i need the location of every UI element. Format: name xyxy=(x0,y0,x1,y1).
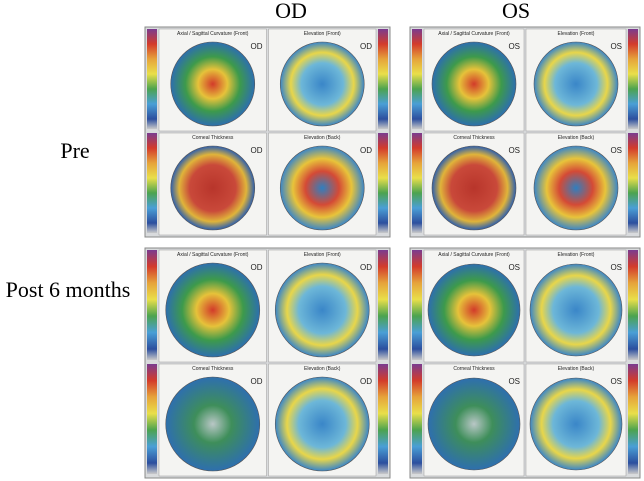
eye-label: OD xyxy=(360,377,372,386)
map-title: Elevation (Back) xyxy=(304,366,341,372)
map-title: Elevation (Front) xyxy=(558,31,595,37)
topography-map xyxy=(279,145,365,231)
eye-label: OD xyxy=(251,42,263,51)
color-scale xyxy=(412,250,422,360)
color-scale xyxy=(378,250,388,360)
color-scale xyxy=(628,364,638,474)
topography-map xyxy=(170,41,256,127)
eye-label: OD xyxy=(360,42,372,51)
map-title: Elevation (Front) xyxy=(304,31,341,37)
map-title: Corneal Thickness xyxy=(192,366,234,372)
map-title: Corneal Thickness xyxy=(453,366,495,372)
row-label: Post 6 months xyxy=(6,277,131,302)
map-title: Axial / Sagittal Curvature (Front) xyxy=(438,252,510,258)
color-scale xyxy=(147,364,157,474)
topography-map xyxy=(274,376,370,472)
map-title: Axial / Sagittal Curvature (Front) xyxy=(438,31,510,37)
topography-map xyxy=(427,263,521,357)
map-title: Elevation (Back) xyxy=(558,135,595,141)
eye-label: OS xyxy=(508,263,520,272)
map-title: Axial / Sagittal Curvature (Front) xyxy=(177,252,249,258)
eye-label: OS xyxy=(610,42,622,51)
topography-map xyxy=(279,41,365,127)
column-label: OD xyxy=(275,0,307,23)
topography-map xyxy=(431,41,517,127)
topography-map xyxy=(165,262,261,358)
color-scale xyxy=(412,133,422,233)
map-title: Elevation (Back) xyxy=(304,135,341,141)
color-scale xyxy=(147,250,157,360)
topography-map xyxy=(533,41,619,127)
topography-map xyxy=(529,263,623,357)
map-title: Corneal Thickness xyxy=(192,135,234,141)
topography-map xyxy=(529,377,623,471)
topography-map xyxy=(533,145,619,231)
map-title: Corneal Thickness xyxy=(453,135,495,141)
map-title: Elevation (Front) xyxy=(558,252,595,258)
map-title: Axial / Sagittal Curvature (Front) xyxy=(177,31,249,37)
eye-label: OD xyxy=(360,263,372,272)
eye-label: OS xyxy=(610,263,622,272)
topography-map xyxy=(431,145,517,231)
color-scale xyxy=(378,133,388,233)
topography-map xyxy=(274,262,370,358)
map-title: Elevation (Back) xyxy=(558,366,595,372)
color-scale xyxy=(147,133,157,233)
eye-label: OS xyxy=(508,377,520,386)
color-scale xyxy=(378,364,388,474)
color-scale xyxy=(412,364,422,474)
eye-label: OS xyxy=(610,377,622,386)
eye-label: OD xyxy=(251,146,263,155)
eye-label: OD xyxy=(360,146,372,155)
topography-map xyxy=(427,377,521,471)
row-label: Pre xyxy=(60,138,89,163)
topography-map xyxy=(170,145,256,231)
color-scale xyxy=(628,29,638,129)
map-title: Elevation (Front) xyxy=(304,252,341,258)
color-scale xyxy=(147,29,157,129)
eye-label: OS xyxy=(610,146,622,155)
eye-label: OD xyxy=(251,263,263,272)
eye-label: OD xyxy=(251,377,263,386)
color-scale xyxy=(378,29,388,129)
color-scale xyxy=(628,133,638,233)
color-scale xyxy=(412,29,422,129)
eye-label: OS xyxy=(508,146,520,155)
eye-label: OS xyxy=(508,42,520,51)
topography-map xyxy=(165,376,261,472)
column-label: OS xyxy=(502,0,530,23)
color-scale xyxy=(628,250,638,360)
